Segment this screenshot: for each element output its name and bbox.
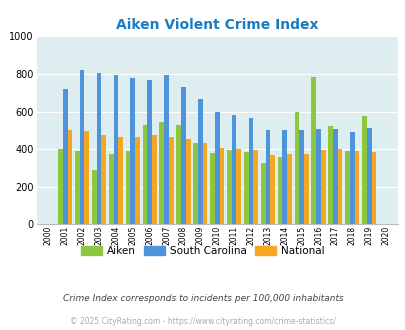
- Bar: [96, 73, 101, 224]
- Bar: [361, 116, 366, 224]
- Bar: [101, 135, 106, 224]
- Bar: [226, 150, 231, 224]
- Bar: [159, 122, 164, 224]
- Bar: [151, 135, 156, 224]
- Text: Crime Index corresponds to incidents per 100,000 inhabitants: Crime Index corresponds to incidents per…: [62, 294, 343, 303]
- Bar: [193, 143, 198, 224]
- Legend: Aiken, South Carolina, National: Aiken, South Carolina, National: [77, 242, 328, 260]
- Bar: [298, 130, 303, 224]
- Bar: [68, 130, 72, 224]
- Bar: [130, 78, 135, 224]
- Bar: [337, 149, 342, 224]
- Bar: [332, 129, 337, 224]
- Bar: [260, 163, 265, 224]
- Bar: [311, 77, 315, 224]
- Bar: [253, 150, 258, 224]
- Bar: [320, 150, 325, 224]
- Bar: [176, 125, 181, 224]
- Bar: [248, 118, 253, 224]
- Bar: [210, 153, 214, 224]
- Bar: [214, 112, 219, 224]
- Bar: [118, 137, 123, 224]
- Bar: [265, 130, 270, 224]
- Bar: [328, 126, 332, 224]
- Bar: [198, 99, 202, 224]
- Bar: [315, 129, 320, 224]
- Bar: [371, 152, 375, 224]
- Bar: [185, 139, 190, 224]
- Bar: [294, 112, 298, 224]
- Bar: [142, 125, 147, 224]
- Bar: [135, 137, 140, 224]
- Bar: [349, 132, 354, 224]
- Bar: [219, 148, 224, 224]
- Bar: [109, 154, 113, 224]
- Bar: [366, 128, 371, 224]
- Bar: [79, 70, 84, 224]
- Bar: [231, 115, 236, 224]
- Bar: [277, 157, 282, 224]
- Bar: [113, 75, 118, 224]
- Bar: [282, 130, 286, 224]
- Bar: [164, 75, 168, 224]
- Bar: [58, 149, 63, 224]
- Bar: [344, 151, 349, 224]
- Bar: [92, 170, 96, 224]
- Bar: [168, 137, 173, 224]
- Bar: [303, 154, 308, 224]
- Bar: [84, 131, 89, 224]
- Bar: [181, 87, 185, 224]
- Bar: [286, 154, 291, 224]
- Bar: [126, 151, 130, 224]
- Bar: [270, 155, 274, 224]
- Title: Aiken Violent Crime Index: Aiken Violent Crime Index: [116, 18, 318, 32]
- Bar: [236, 149, 241, 224]
- Bar: [354, 151, 358, 224]
- Text: © 2025 CityRating.com - https://www.cityrating.com/crime-statistics/: © 2025 CityRating.com - https://www.city…: [70, 317, 335, 326]
- Bar: [63, 89, 68, 224]
- Bar: [243, 152, 248, 224]
- Bar: [202, 143, 207, 224]
- Bar: [75, 151, 79, 224]
- Bar: [147, 80, 151, 224]
